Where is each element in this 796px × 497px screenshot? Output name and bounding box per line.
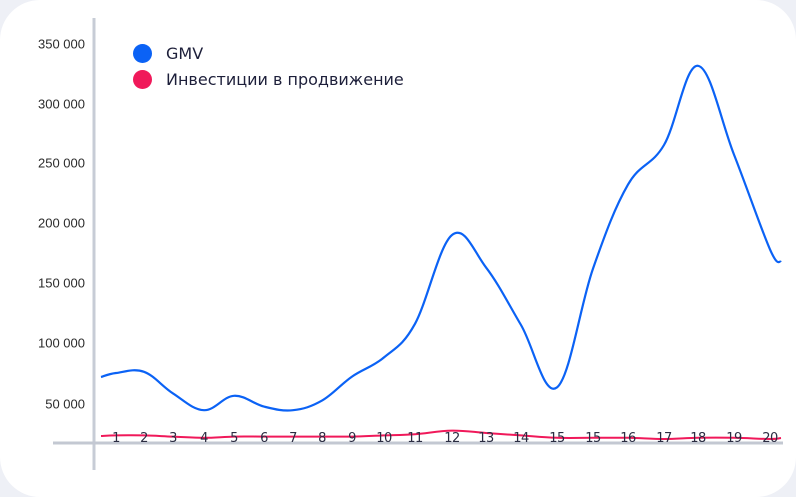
legend-label: GMV [166,43,204,63]
x-tick-label: 14 [513,431,529,446]
y-tick-label: 350 000 [38,36,85,52]
x-tick-label: 6 [260,431,268,446]
y-axis-labels: 350 000 300 000 250 000 200 000 150 000 … [0,0,85,497]
legend-label: Инвестиции в продвижение [166,69,404,89]
x-tick-label: 15 [549,431,565,446]
x-tick-label: 19 [726,431,742,446]
x-tick-label: 1 [112,431,120,446]
y-tick-label: 100 000 [38,335,85,351]
x-tick-label: 16 [620,431,636,446]
x-tick-label: 15 [585,431,601,446]
investment-dot-icon [133,69,152,89]
x-tick-label: 7 [289,431,297,446]
x-tick-label: 2 [140,431,148,446]
x-tick-label: 5 [230,431,238,446]
y-tick-label: 200 000 [38,215,85,231]
x-tick-label: 13 [478,431,494,446]
y-tick-label: 50 000 [45,396,85,412]
legend-item-gmv[interactable]: GMV [133,40,404,66]
x-tick-label: 3 [169,431,177,446]
chart-legend: GMV Инвестиции в продвижение [133,40,404,92]
x-tick-label: 8 [318,431,326,446]
x-tick-label: 10 [376,431,392,446]
x-tick-label: 11 [407,431,423,446]
investment-series-line [100,429,782,440]
gmv-series-line [100,64,782,412]
y-tick-label: 300 000 [38,96,85,112]
x-tick-label: 9 [348,431,356,446]
y-tick-label: 150 000 [38,275,85,291]
x-tick-label: 4 [200,431,208,446]
y-tick-label: 250 000 [38,155,85,171]
x-tick-label: 20 [762,431,778,446]
x-tick-label: 12 [444,431,460,446]
x-tick-label: 18 [690,431,706,446]
x-tick-label: 17 [656,431,672,446]
legend-item-investment[interactable]: Инвестиции в продвижение [133,66,404,92]
gmv-dot-icon [133,43,152,63]
